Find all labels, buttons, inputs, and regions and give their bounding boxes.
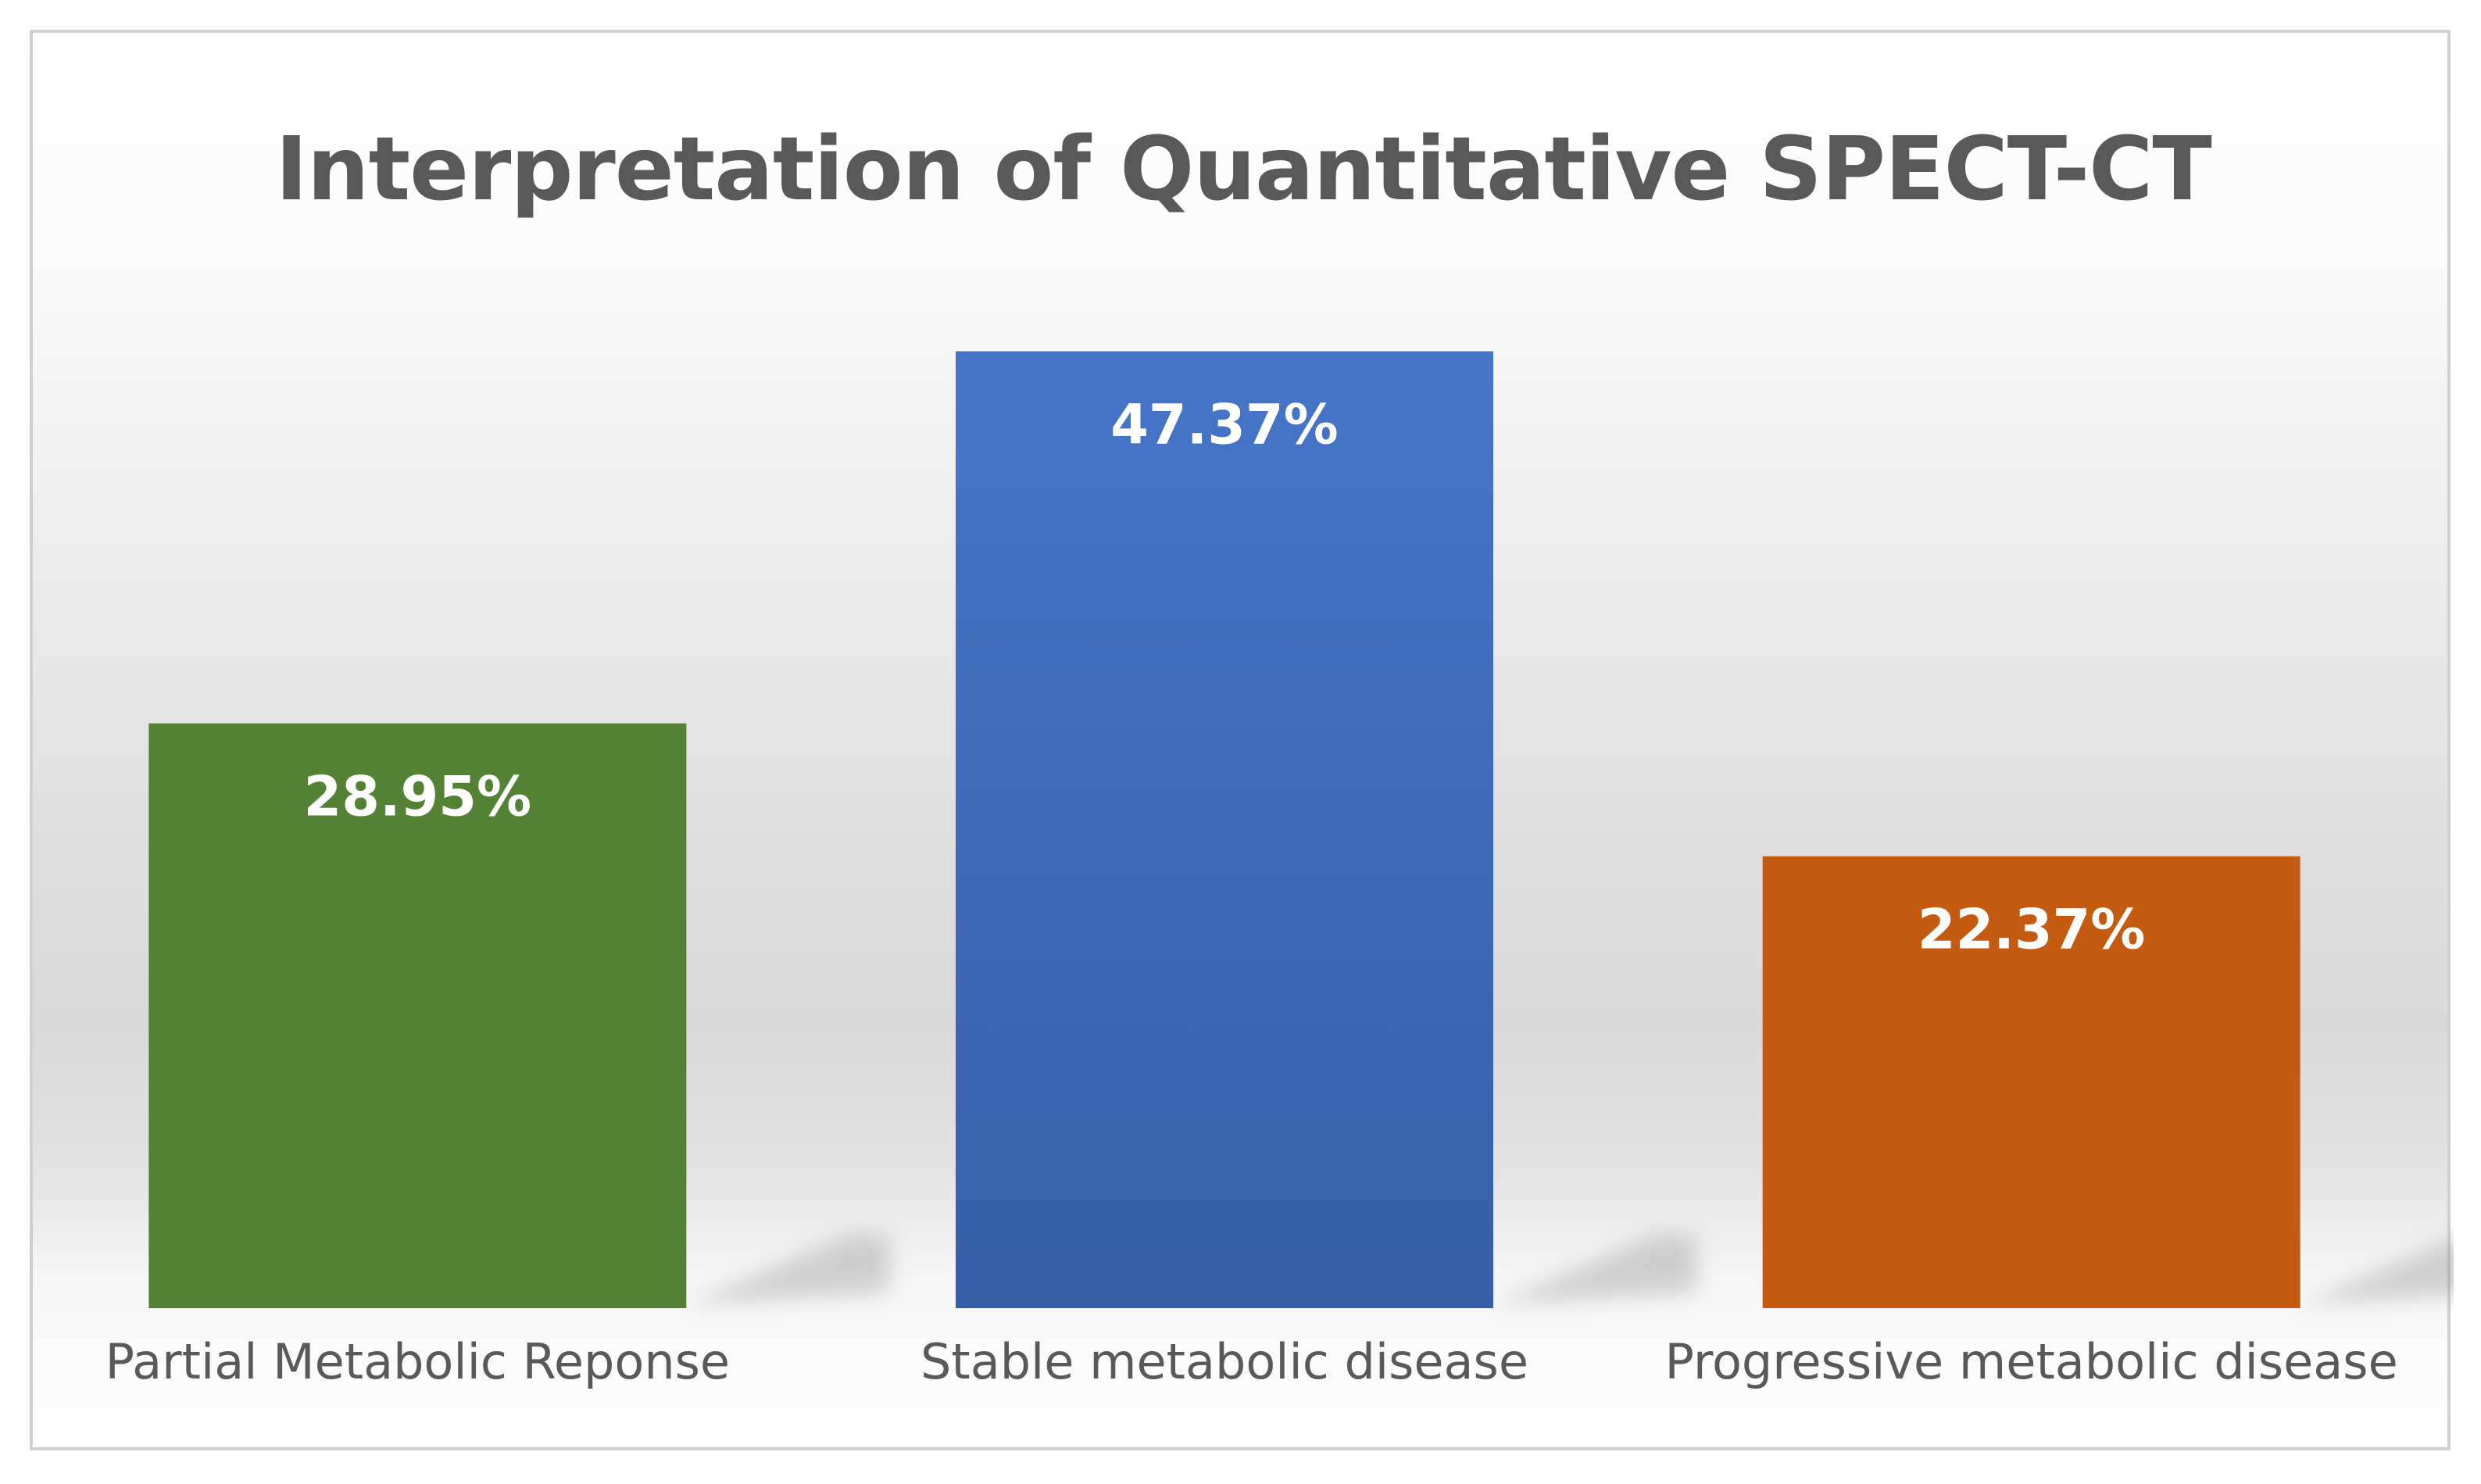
- category-label-2: Stable metabolic disease: [921, 1333, 1528, 1390]
- bar-shadow-2: [1493, 1235, 1696, 1304]
- chart-frame: Interpretation of Quantitative SPECT-CT …: [30, 30, 2454, 1450]
- data-label-3: 22.37%: [1918, 898, 2146, 962]
- bar-shadow-1: [686, 1235, 890, 1304]
- category-label-1: Partial Metabolic Reponse: [105, 1333, 731, 1390]
- bar-1: [148, 723, 687, 1308]
- bar-3: [1762, 856, 2300, 1308]
- chart-plot-area: 28.95% 47.37% 22.37% Partial Metabolic Rep…: [105, 351, 2454, 1390]
- data-label-1: 28.95%: [304, 765, 532, 829]
- data-label-2: 47.37%: [1110, 392, 1339, 456]
- bar-shadow-3: [2300, 1239, 2454, 1304]
- chart-title: Interpretation of Quantitative SPECT-CT: [275, 119, 2212, 220]
- bar-2: [956, 351, 1493, 1309]
- category-label-3: Progressive metabolic disease: [1665, 1333, 2398, 1390]
